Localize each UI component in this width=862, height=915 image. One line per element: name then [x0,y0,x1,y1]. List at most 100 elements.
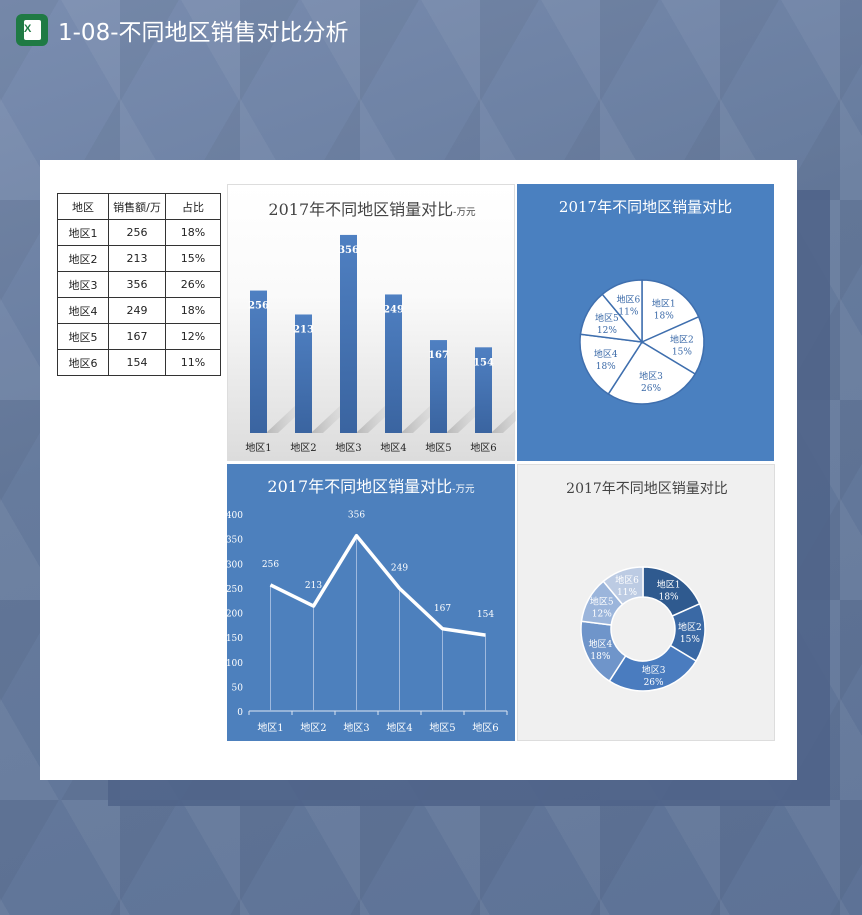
slice-percent: 15% [680,635,700,645]
table-cell[interactable]: 12% [165,323,221,350]
data-label: 249 [383,304,404,315]
y-tick-label: 100 [227,659,243,669]
pie-slice [641,279,700,344]
data-label: 213 [305,581,322,591]
x-tick-label: 地区2 [300,721,326,734]
slice-percent: 11% [618,307,638,317]
pie-slice [602,566,644,606]
pie-slice [640,315,705,375]
slice-label: 地区2 [678,621,702,633]
table-cell[interactable]: 地区6 [57,349,109,376]
y-tick-label: 400 [227,511,243,521]
chart-title: 2017年不同地区销量对比 [566,481,728,497]
chart-title-unit: -万元 [452,484,475,495]
x-tick-label: 地区6 [470,441,496,454]
header-cell[interactable]: 占比 [165,193,221,220]
chart-title: 2017年不同地区销量对比-万元 [267,477,475,496]
line-chart[interactable]: 2017年不同地区销量对比-万元 0 50 100 150 200 250 300 350 400… [227,464,515,741]
x-tick-label: 地区4 [386,721,412,734]
y-tick-label: 350 [227,536,243,546]
header: X 1-08-不同地区销售对比分析 [16,12,349,48]
x-tick-label: 地区3 [335,441,361,454]
x-tick-label: 地区1 [257,721,283,734]
table-row: 地区6 154 11% [57,349,221,376]
table-cell[interactable]: 26% [165,271,221,298]
x-tick-label: 地区5 [425,441,451,454]
chart-title: 2017年不同地区销量对比 [559,198,732,216]
table-cell[interactable]: 167 [108,323,166,350]
bar [430,340,447,433]
slice-label: 地区5 [595,312,619,324]
slice-label: 地区6 [617,293,641,305]
slice-label: 地区1 [657,579,681,591]
slice-label: 地区4 [589,638,613,650]
slice-percent: 18% [659,593,679,603]
table-cell[interactable]: 356 [108,271,166,298]
slice-label: 地区3 [639,370,663,382]
table-cell[interactable]: 154 [108,349,166,376]
pie-chart[interactable]: 2017年不同地区销量对比 地区1 18% 地区2 15% 地区3 26% 地区4 18% 地区5… [517,184,774,461]
chart-title-text: 2017年不同地区销量对比 [566,481,728,497]
bar [475,347,492,433]
pie-slice [579,333,644,396]
pie-slice [601,279,643,345]
chart-title: 2017年不同地区销量对比-万元 [268,200,476,219]
data-label: 167 [428,350,449,361]
slice-label: 地区3 [642,664,666,676]
y-tick-label: 200 [227,610,243,620]
data-label: 356 [348,511,365,521]
slice-label: 地区5 [590,595,614,607]
table-cell[interactable]: 256 [108,219,166,246]
pie-slice [608,644,698,692]
chart-title-unit: -万元 [453,207,476,218]
data-label: 213 [293,324,314,335]
chart-title-text: 2017年不同地区销量对比 [559,198,732,216]
slice-percent: 15% [672,347,692,357]
sales-table: 地区 销售额/万 占比 地区1 256 18% 地区2 213 15% 地区3 356 26% 地… [57,193,221,376]
table-cell[interactable]: 地区4 [57,297,109,324]
data-label: 256 [262,560,279,570]
table-row: 地区5 167 12% [57,323,221,350]
table-cell[interactable]: 地区3 [57,271,109,298]
slice-label: 地区2 [670,333,694,345]
x-tick-label: 地区2 [290,441,316,454]
table-cell[interactable]: 18% [165,297,221,324]
table-cell[interactable]: 地区1 [57,219,109,246]
header-cell[interactable]: 销售额/万 [108,193,166,220]
slice-label: 地区6 [615,574,639,586]
bar [295,314,312,433]
header-cell[interactable]: 地区 [57,193,109,220]
table-row: 地区1 256 18% [57,219,221,246]
table-cell[interactable]: 15% [165,245,221,272]
page-title: 1-08-不同地区销售对比分析 [58,20,349,46]
table-cell[interactable]: 213 [108,245,166,272]
slice-percent: 18% [596,362,616,372]
bar-chart[interactable]: 2017年不同地区销量对比-万元 256 地区1 213 地区2 356 地区3 249 地区4… [227,184,516,461]
chart-title-text: 2017年不同地区销量对比 [267,477,452,496]
table-cell[interactable]: 18% [165,219,221,246]
data-label: 249 [391,563,408,573]
table-cell[interactable]: 地区2 [57,245,109,272]
table-cell[interactable]: 地区5 [57,323,109,350]
x-tick-label: 地区4 [380,441,406,454]
table-cell[interactable]: 249 [108,297,166,324]
bar [385,294,402,433]
slice-percent: 18% [654,311,674,321]
data-label: 154 [473,357,494,368]
data-label: 167 [434,604,451,614]
x-tick-label: 地区6 [472,721,498,734]
data-label: 356 [338,245,359,256]
slice-percent: 11% [617,588,637,598]
slice-percent: 26% [641,384,661,394]
y-tick-label: 250 [227,585,243,595]
donut-chart[interactable]: 2017年不同地区销量对比 地区1 18% 地区2 15% 地区3 26% 地区4 18% 地区5… [517,464,775,741]
slice-label: 地区1 [652,297,676,309]
data-label: 154 [477,610,494,620]
slice-percent: 18% [590,652,610,662]
slice-percent: 12% [597,326,617,336]
y-tick-label: 150 [227,634,243,644]
x-tick-label: 地区1 [245,441,271,454]
table-cell[interactable]: 11% [165,349,221,376]
y-tick-label: 300 [227,560,243,570]
table-row: 地区2 213 15% [57,245,221,272]
